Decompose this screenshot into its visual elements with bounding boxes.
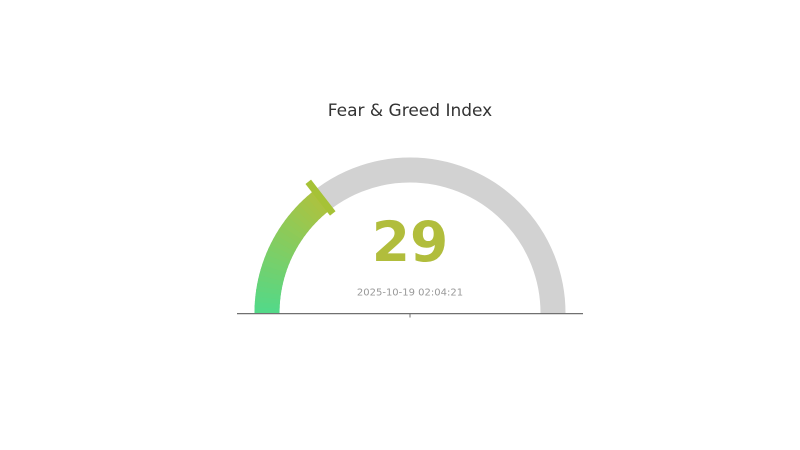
chart-title: Fear & Greed Index [327,101,493,121]
gauge-pointer [305,179,336,216]
gauge-timestamp: 2025-10-19 02:04:21 [356,287,464,299]
gauge-value: 29 [371,210,449,274]
